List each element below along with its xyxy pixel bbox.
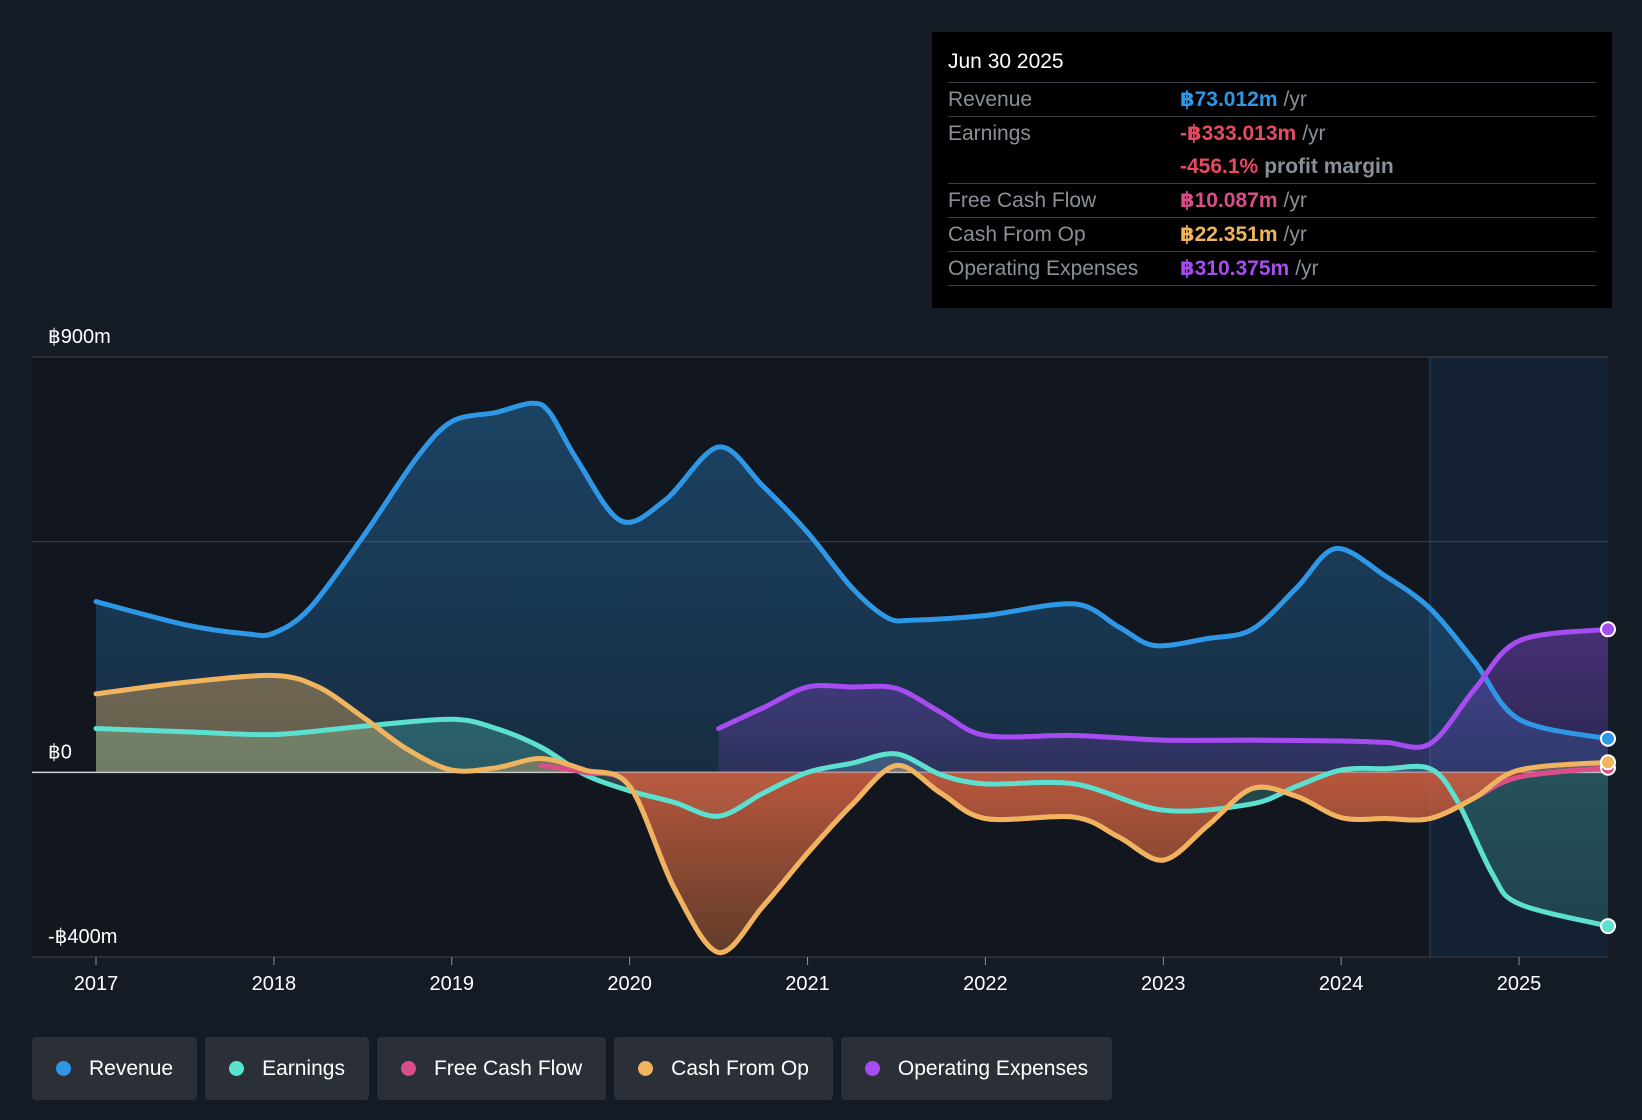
operating-expenses-dot-icon bbox=[864, 1061, 880, 1076]
legend-label: Revenue bbox=[89, 1056, 174, 1080]
y-tick-label: ฿0 bbox=[48, 741, 72, 763]
profit-margin-label: profit margin bbox=[1264, 155, 1394, 178]
tooltip-value: ฿22.351m bbox=[1180, 223, 1278, 246]
tooltip-label: Free Cash Flow bbox=[948, 189, 1097, 212]
legend-item-revenue[interactable]: Revenue bbox=[32, 1037, 198, 1100]
legend-item-earnings[interactable]: Earnings bbox=[205, 1037, 369, 1100]
chart: ฿900m ฿0 -฿400m 2017 2018 2019 2020 2021 2022 202… bbox=[32, 326, 1616, 995]
profit-margin-value: -456.1% bbox=[1180, 155, 1259, 178]
tooltip-unit: /yr bbox=[1283, 189, 1307, 212]
tooltip-row-margin: -456.1% profit margin bbox=[948, 150, 1596, 184]
line-operating-expenses bbox=[716, 626, 1611, 750]
legend-item-free-cash-flow[interactable]: Free Cash Flow bbox=[376, 1037, 607, 1100]
x-tick-label: 2023 bbox=[1141, 973, 1186, 995]
legend-label: Cash From Op bbox=[671, 1056, 809, 1080]
end-marker-earnings bbox=[1600, 918, 1616, 935]
end-marker-revenue bbox=[1600, 730, 1616, 747]
y-tick-label: ฿900m bbox=[48, 326, 111, 348]
tooltip-label: Operating Expenses bbox=[948, 257, 1139, 280]
tooltip-label: Earnings bbox=[948, 122, 1031, 145]
end-marker-cash-from-op bbox=[1600, 754, 1616, 771]
x-tick-label: 2017 bbox=[74, 973, 119, 995]
x-tick-label: 2022 bbox=[963, 973, 1008, 995]
legend-label: Free Cash Flow bbox=[433, 1056, 583, 1080]
free-cash-flow-dot-icon bbox=[400, 1061, 416, 1076]
tooltip-date: Jun 30 2025 bbox=[948, 46, 1596, 83]
y-tick-label: -฿400m bbox=[48, 926, 117, 948]
x-tick-label: 2018 bbox=[252, 973, 297, 995]
tooltip-row-earnings: Earnings -฿333.013m /yr bbox=[948, 117, 1596, 150]
legend-item-operating-expenses[interactable]: Operating Expenses bbox=[840, 1037, 1113, 1100]
tooltip-row-cash-from-op: Cash From Op ฿22.351m /yr bbox=[948, 218, 1596, 252]
tooltip-label: Revenue bbox=[948, 88, 1033, 111]
tooltip-row-operating-expenses: Operating Expenses ฿310.375m /yr bbox=[948, 252, 1596, 286]
tooltip-value: -฿333.013m bbox=[1180, 122, 1297, 145]
revenue-dot-icon bbox=[56, 1061, 71, 1076]
area-cash-from-op bbox=[96, 675, 1608, 953]
line-earnings bbox=[93, 716, 1611, 929]
x-tick-label: 2020 bbox=[607, 973, 652, 995]
legend-item-cash-from-op[interactable]: Cash From Op bbox=[614, 1037, 833, 1100]
tooltip-label: Cash From Op bbox=[948, 223, 1086, 246]
x-tick-label: 2019 bbox=[430, 973, 475, 995]
tooltip-row-free-cash-flow: Free Cash Flow ฿10.087m /yr bbox=[948, 184, 1596, 218]
earnings-dot-icon bbox=[229, 1061, 245, 1076]
legend-label: Operating Expenses bbox=[897, 1056, 1089, 1080]
x-tick-label: 2021 bbox=[785, 973, 830, 995]
tooltip-unit: /yr bbox=[1283, 88, 1307, 111]
end-marker-operating-expenses bbox=[1600, 621, 1616, 638]
cash-from-op-dot-icon bbox=[638, 1061, 654, 1076]
line-cash-from-op bbox=[93, 672, 1611, 955]
tooltip-value: ฿73.012m bbox=[1180, 88, 1278, 111]
line-revenue bbox=[93, 400, 1611, 742]
legend-label: Earnings bbox=[262, 1056, 345, 1080]
x-tick-label: 2024 bbox=[1319, 973, 1364, 995]
tooltip-unit: /yr bbox=[1302, 122, 1326, 145]
tooltip-value: ฿10.087m bbox=[1180, 189, 1278, 212]
tooltip-unit: /yr bbox=[1295, 257, 1319, 280]
tooltip-value: ฿310.375m bbox=[1180, 257, 1290, 280]
x-tick-label: 2025 bbox=[1497, 973, 1542, 995]
tooltip-row-revenue: Revenue ฿73.012m /yr bbox=[948, 83, 1596, 117]
tooltip-unit: /yr bbox=[1283, 223, 1307, 246]
area-revenue bbox=[96, 403, 1608, 773]
tooltip-panel: Jun 30 2025 Revenue ฿73.012m /yr Earning… bbox=[932, 32, 1612, 308]
chart-legend: Revenue Earnings Free Cash Flow Cash Fro… bbox=[32, 1037, 1113, 1100]
area-operating-expenses bbox=[718, 629, 1608, 773]
